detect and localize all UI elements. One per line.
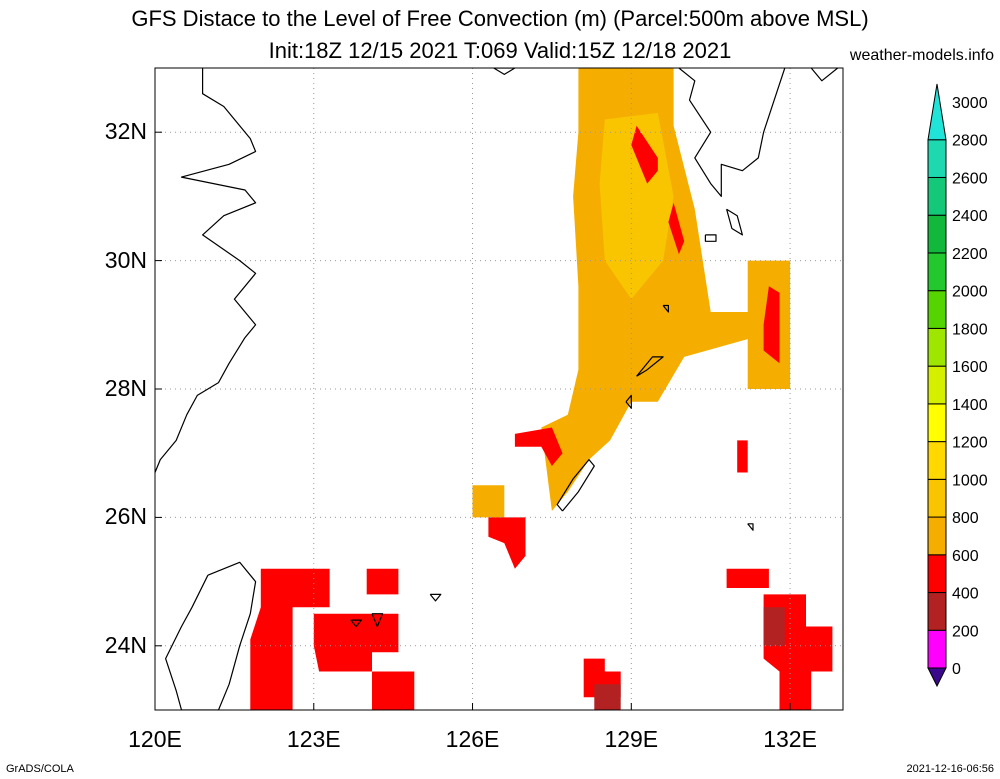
colorbar-swatch (927, 327, 947, 367)
colorbar-label: 2400 (952, 208, 988, 225)
colorbar-swatch (927, 441, 947, 480)
coastline-tokunoshima (625, 394, 632, 409)
field-region-400-600 (763, 286, 780, 364)
coastline-kyushu (678, 68, 786, 197)
coastline-iriomote (350, 619, 362, 628)
field-region-400-600 (514, 427, 563, 466)
field-region-400-600 (631, 125, 658, 184)
lon-label: 126E (445, 726, 500, 752)
site-credit[interactable]: weather-models.info (849, 47, 994, 64)
field-layer (250, 68, 833, 710)
plot-frame (154, 67, 844, 711)
colorbar-label: 3000 (952, 95, 988, 112)
field-region-200-400 (763, 607, 785, 646)
map-title-line1: GFS Distace to the Level of Free Convect… (131, 6, 869, 31)
coastline-china-coast (155, 68, 257, 473)
colorbar-label: 2000 (952, 284, 988, 301)
coastline-okinawa (556, 459, 595, 512)
field-region-400-600 (737, 440, 748, 473)
field-region-400-600 (668, 202, 685, 255)
field-region-400-600 (726, 568, 769, 588)
lon-label: 132E (763, 726, 817, 752)
colorbar-swatch (927, 252, 947, 292)
lat-label: 32N (104, 118, 147, 145)
colorbar-swatch (927, 365, 947, 405)
lat-label: 28N (104, 375, 147, 401)
coastline-tokara (662, 304, 670, 313)
field-region-400-600 (372, 671, 415, 710)
field-region-400-600 (488, 517, 526, 569)
footer-timestamp: 2021-12-16-06:56 (906, 763, 994, 775)
colorbar-label: 800 (952, 510, 979, 527)
colorbar-swatch (927, 290, 947, 329)
footer-software: GrADS/COLA (6, 763, 74, 775)
coastline-yakushima (704, 234, 717, 242)
colorbar-label: 1600 (952, 359, 988, 376)
colorbar-label: 1200 (952, 435, 988, 452)
field-region-200-400 (594, 684, 621, 710)
grid-lines (154, 68, 843, 710)
coastline-tanegashima (726, 208, 744, 236)
coastline-daito (747, 523, 754, 531)
lat-label: 24N (104, 631, 147, 658)
map-title-line2: Init:18Z 12/15 2021 T:069 Valid:15Z 12/1… (268, 38, 732, 63)
colorbar-label: 200 (952, 623, 979, 640)
colorbar-label: 2800 (952, 133, 988, 150)
coastline-ishigaki (371, 613, 384, 628)
coastline-cheju (493, 68, 516, 76)
colorbar-label: 2600 (952, 170, 988, 187)
lon-label: 123E (286, 726, 341, 752)
field-region-600-800 (541, 68, 753, 511)
colorbar-label: 1000 (952, 472, 988, 489)
colorbar-swatch (927, 667, 947, 688)
coastline-miyako (429, 593, 442, 602)
colorbar-label: 400 (952, 586, 979, 603)
colorbar-label: 1400 (952, 397, 988, 414)
colorbar-swatch (927, 176, 947, 216)
colorbar-label: 600 (952, 548, 979, 565)
colorbar-swatch (927, 554, 947, 594)
coastline-amami (636, 356, 664, 377)
colorbar-swatch (927, 214, 947, 254)
colorbar-swatch (927, 629, 947, 669)
colorbar-label: 2200 (952, 246, 988, 263)
lon-label: 120E (128, 726, 182, 752)
colorbar: 0 200 400 600 800 1000 1200 1400 1600 1800 2000 220… (927, 83, 988, 688)
field-region-400-600 (313, 613, 399, 672)
colorbar-swatch (927, 139, 947, 178)
colorbar-label: 0 (952, 661, 961, 678)
colorbar-swatch (927, 403, 947, 443)
lon-label: 129E (604, 726, 659, 752)
coastline-shikoku (810, 68, 839, 82)
colorbar-swatch (927, 83, 947, 141)
colorbar-swatch (927, 592, 947, 631)
colorbar-label: 1800 (952, 321, 988, 338)
coastlines (155, 68, 839, 710)
field-region-600-800 (472, 485, 505, 518)
colorbar-swatch (927, 478, 947, 518)
coastline-taiwan (165, 561, 257, 710)
lat-label: 30N (104, 246, 147, 273)
colorbar-swatch (927, 516, 947, 556)
field-region-400-600 (250, 568, 330, 710)
lat-label: 26N (104, 503, 147, 530)
field-region-400-600 (366, 568, 399, 595)
